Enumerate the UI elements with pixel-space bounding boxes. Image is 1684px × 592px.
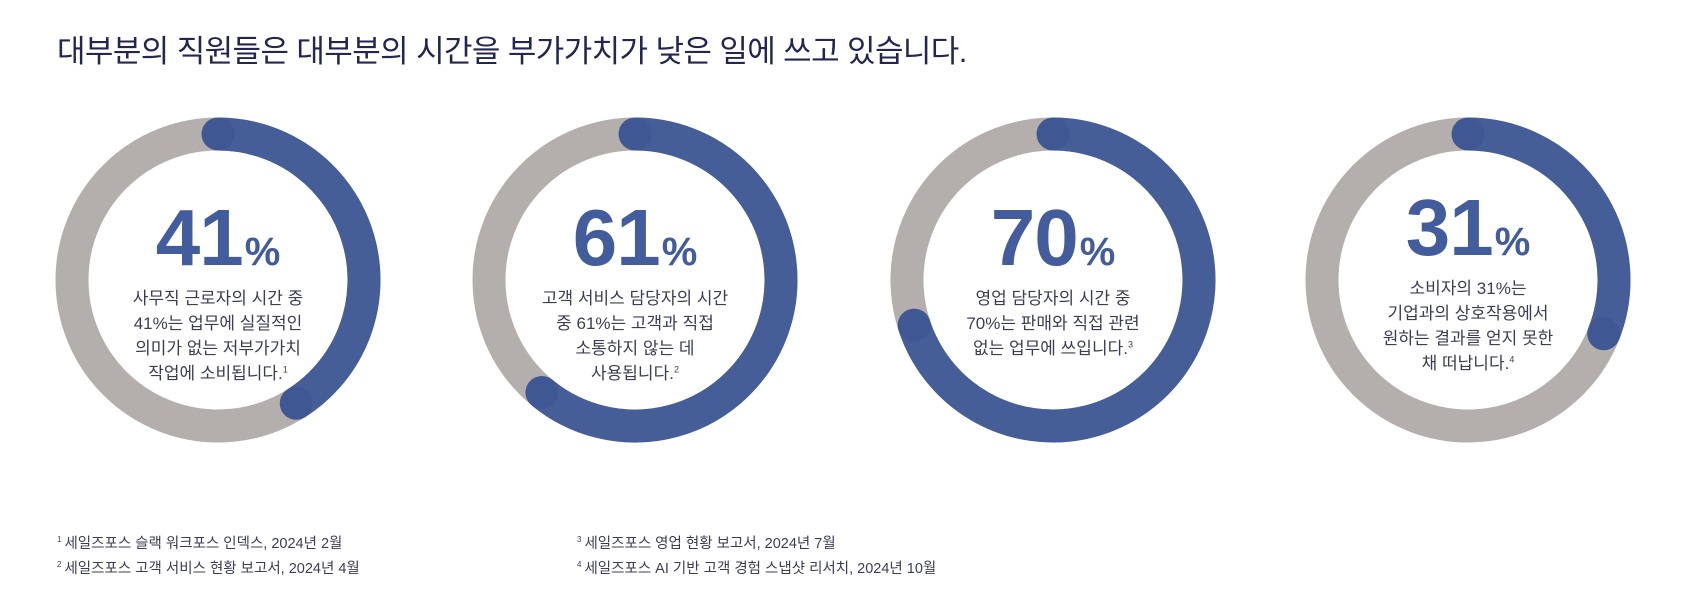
footnotes-left: 1 세일즈포스 슬랙 워크포스 인덱스, 2024년 2월 2 세일즈포스 고객 서…	[57, 532, 360, 582]
donut-end-cap	[1587, 317, 1621, 351]
donut-chart-1: 41% 사무직 근로자의 시간 중 41%는 업무에 실질적인 의미가 없는 저…	[48, 110, 388, 450]
footnote-text: 세일즈포스 영업 현황 보고서, 2024년 7월	[584, 536, 836, 552]
stat-description: 고객 서비스 담당자의 시간 중 61%는 고객과 직접 소통하지 않는 데 사…	[465, 286, 805, 386]
percent-number: 41	[155, 193, 244, 282]
stat-description: 사무직 근로자의 시간 중 41%는 업무에 실질적인 의미가 없는 저부가가치…	[48, 286, 388, 386]
percent-sign: %	[661, 230, 698, 274]
description-text: 영업 담당자의 시간 중 70%는 판매와 직접 관련 없는 업무에 쓰입니다.	[966, 289, 1140, 358]
percent-value: 31%	[1298, 188, 1638, 268]
donut-value-arc	[531, 117, 798, 443]
page-title: 대부분의 직원들은 대부분의 시간을 부가가치가 낮은 일에 쓰고 있습니다.	[57, 34, 967, 69]
percent-sign: %	[1494, 220, 1531, 264]
stat-description: 소비자의 31%는 기업과의 상호작용에서 원하는 결과를 얻지 못한 채 떠납…	[1298, 276, 1638, 376]
footnote-number: 4	[577, 560, 582, 570]
donut-svg-3	[890, 117, 1216, 443]
footnote-text: 세일즈포스 고객 서비스 현황 보고서, 2024년 4월	[64, 561, 360, 577]
description-text: 소비자의 31%는 기업과의 상호작용에서 원하는 결과를 얻지 못한 채 떠납…	[1382, 279, 1554, 373]
stat-description: 영업 담당자의 시간 중 70%는 판매와 직접 관련 없는 업무에 쓰입니다.…	[883, 286, 1223, 361]
donut-svg-4	[1305, 117, 1631, 443]
donut-chart-3: 70% 영업 담당자의 시간 중 70%는 판매와 직접 관련 없는 업무에 쓰…	[883, 110, 1223, 450]
footnotes-right: 3 세일즈포스 영업 현황 보고서, 2024년 7월 4 세일즈포스 AI 기반 …	[577, 532, 936, 582]
donut-end-cap	[525, 375, 559, 409]
footnote-number: 3	[577, 535, 582, 545]
footnote-text: 세일즈포스 AI 기반 고객 경험 스냅샷 리서치, 2024년 10월	[584, 561, 937, 577]
percent-value: 41%	[48, 198, 388, 278]
footnote: 2 세일즈포스 고객 서비스 현황 보고서, 2024년 4월	[57, 557, 360, 582]
footnote-ref: 1	[282, 364, 288, 375]
percent-number: 31	[1405, 183, 1494, 272]
percent-sign: %	[244, 230, 281, 274]
donut-svg-1	[55, 117, 381, 443]
donut-start-cap	[201, 117, 235, 151]
donut-value-arc	[217, 117, 381, 418]
footnote-ref: 3	[1127, 339, 1133, 350]
donut-end-cap	[279, 386, 313, 420]
donut-end-cap	[897, 308, 931, 342]
donut-chart-2: 61% 고객 서비스 담당자의 시간 중 61%는 고객과 직접 소통하지 않는…	[465, 110, 805, 450]
description-text: 사무직 근로자의 시간 중 41%는 업무에 실질적인 의미가 없는 저부가가치…	[132, 289, 304, 383]
percent-number: 70	[990, 193, 1079, 282]
footnote-ref: 2	[673, 364, 679, 375]
footnote: 4 세일즈포스 AI 기반 고객 경험 스냅샷 리서치, 2024년 10월	[577, 557, 936, 582]
donut-chart-4: 31% 소비자의 31%는 기업과의 상호작용에서 원하는 결과를 얻지 못한 …	[1298, 110, 1638, 450]
donut-start-cap	[1451, 117, 1485, 151]
footnote-text: 세일즈포스 슬랙 워크포스 인덱스, 2024년 2월	[64, 536, 343, 552]
percent-sign: %	[1079, 230, 1116, 274]
donut-svg-2	[472, 117, 798, 443]
donut-value-arc	[1467, 117, 1631, 340]
donut-start-cap	[1036, 117, 1070, 151]
footnote-number: 2	[57, 560, 62, 570]
footnote: 3 세일즈포스 영업 현황 보고서, 2024년 7월	[577, 532, 936, 557]
description-text: 고객 서비스 담당자의 시간 중 61%는 고객과 직접 소통하지 않는 데 사…	[541, 289, 729, 383]
percent-value: 61%	[465, 198, 805, 278]
percent-value: 70%	[883, 198, 1223, 278]
donut-value-arc	[898, 117, 1216, 443]
donut-start-cap	[618, 117, 652, 151]
footnote-ref: 4	[1509, 354, 1515, 365]
footnote-number: 1	[57, 535, 62, 545]
footnote: 1 세일즈포스 슬랙 워크포스 인덱스, 2024년 2월	[57, 532, 360, 557]
percent-number: 61	[572, 193, 661, 282]
